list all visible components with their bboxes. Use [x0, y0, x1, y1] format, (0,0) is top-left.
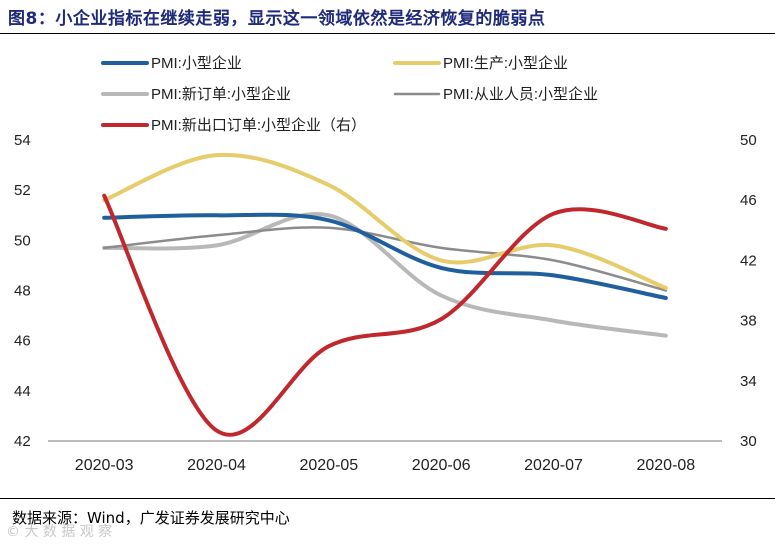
source-note: 数据来源：Wind，广发证券发展研究中心 [12, 509, 290, 527]
legend-label: PMI:生产:小型企业 [443, 54, 568, 72]
legend-label: PMI:新订单:小型企业 [151, 85, 291, 103]
chart-svg: PMI:小型企业 PMI:生产:小型企业 PMI:新订单:小型企业 PMI:从业人员:… [14, 54, 757, 474]
x-tick-label: 2020-06 [412, 457, 471, 474]
x-tick-label: 2020-05 [299, 457, 358, 474]
x-tick-label: 2020-07 [524, 457, 583, 474]
y-right-tick-label: 46 [740, 192, 757, 209]
y-right-tick-label: 50 [740, 132, 757, 149]
y-right-tick-label: 30 [740, 433, 757, 450]
y-left-tick-label: 50 [14, 232, 31, 249]
series-lines [102, 152, 668, 437]
y-left-tick-label: 44 [14, 383, 31, 400]
footer-rule [0, 498, 775, 499]
chart-title: 图8：小企业指标在继续走弱，显示这一领域依然是经济恢复的脆弱点 [8, 9, 546, 29]
legend-label: PMI:小型企业 [151, 54, 242, 72]
y-right-tick-label: 42 [740, 252, 757, 269]
series-line-1 [102, 212, 668, 300]
watermark: © 大 数 据 观 察 [6, 524, 113, 540]
x-tick-label: 2020-04 [187, 457, 246, 474]
y-left-tick-label: 46 [14, 333, 31, 350]
legend-label: PMI:新出口订单:小型企业（右） [151, 116, 366, 134]
y-left-tick-label: 54 [14, 132, 31, 149]
y-left-tick-label: 48 [14, 283, 31, 300]
series-line-5 [102, 193, 668, 437]
title-rule [0, 33, 775, 34]
y-left-tick-label: 52 [14, 182, 31, 199]
series-line-2 [102, 152, 668, 290]
legend-label: PMI:从业人员:小型企业 [443, 85, 598, 103]
legend: PMI:小型企业 PMI:生产:小型企业 PMI:新订单:小型企业 PMI:从业人员:… [101, 54, 598, 134]
series-line-3 [102, 212, 668, 338]
series-line-4 [102, 226, 668, 292]
x-tick-label: 2020-08 [636, 457, 695, 474]
y-right-tick-label: 38 [740, 313, 757, 330]
y-right-tick-label: 34 [740, 373, 757, 390]
y-left-tick-label: 42 [14, 433, 31, 450]
axes: 42 44 46 48 50 52 54 30 34 38 42 46 50 2020-03 2020-04… [14, 132, 757, 474]
x-tick-label: 2020-03 [75, 457, 134, 474]
